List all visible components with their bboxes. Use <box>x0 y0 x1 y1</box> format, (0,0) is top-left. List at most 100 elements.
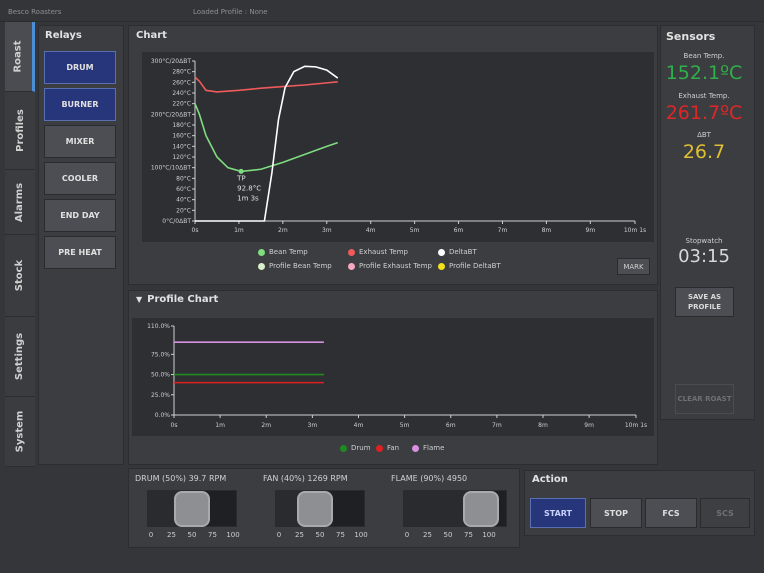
flame-slider-title: FLAME (90%) 4950 <box>391 474 468 483</box>
legend-fan: Fan <box>376 444 399 452</box>
legend-flame: Flame <box>412 444 444 452</box>
profile-x-tick-label: 2m <box>261 422 271 429</box>
x-tick-label: 2m <box>278 227 288 234</box>
y-tick-label: 0°C/0ΔBT <box>162 218 191 225</box>
stopwatch-label: Stopwatch <box>685 237 723 245</box>
title-bar: Besco Roasters Loaded Profile : None <box>0 0 764 22</box>
app-name: Besco Roasters <box>8 8 62 16</box>
slider-scale-label: 75 <box>208 531 217 539</box>
profile-x-tick-label: 5m <box>400 422 410 429</box>
flame-slider-thumb[interactable] <box>463 491 500 527</box>
x-tick-label: 7m <box>498 227 508 234</box>
loaded-profile-status: Loaded Profile : None <box>193 8 268 16</box>
slider-scale-label: 100 <box>482 531 496 539</box>
burner-relay-button[interactable]: BURNER <box>44 88 116 121</box>
y-tick-label: 140°C <box>172 143 191 150</box>
x-tick-label: 8m <box>542 227 552 234</box>
profile-chart-background <box>132 318 654 436</box>
flame-slider[interactable] <box>403 490 507 527</box>
delta-bt-label: ΔBT <box>697 131 711 139</box>
bean-temp-label: Bean Temp. <box>683 52 725 60</box>
tab-profiles[interactable]: Profiles <box>5 92 35 170</box>
slider-scale-label: 100 <box>354 531 368 539</box>
profile-chart: 110.0% 75.0% 50.0% 25.0% 0.0%0s 1m 2m 3m 4m 5m 6m 7… <box>132 318 654 436</box>
slider-scale-label: 100 <box>226 531 240 539</box>
cooler-relay-button[interactable]: COOLER <box>44 162 116 195</box>
y-tick-label: 200°C/20ΔBT <box>151 111 192 118</box>
tp-annotation-line: 92.8°C <box>237 184 261 192</box>
x-tick-label: 0s <box>192 227 199 234</box>
drum-slider[interactable] <box>147 490 237 527</box>
legend-swatch <box>340 444 347 452</box>
y-tick-label: 240°C <box>172 90 191 97</box>
mark-button[interactable]: MARK <box>617 258 650 275</box>
fan-slider[interactable] <box>275 490 365 527</box>
roast-chart: 300°C/20ΔBT 280°C 260°C 240°C 220°C 200°C/20Δ… <box>142 52 654 242</box>
x-tick-label: 6m <box>454 227 464 234</box>
x-tick-label: 10m 1s <box>624 227 646 234</box>
fan-slider-thumb[interactable] <box>296 491 333 527</box>
mixer-relay-button[interactable]: MIXER <box>44 125 116 158</box>
profile-x-tick-label: 3m <box>308 422 318 429</box>
x-tick-label: 3m <box>322 227 332 234</box>
profile-x-tick-label: 7m <box>492 422 502 429</box>
y-tick-label: 40°C <box>176 197 191 204</box>
tab-alarms[interactable]: Alarms <box>5 170 35 235</box>
end-day-relay-button[interactable]: END DAY <box>44 199 116 232</box>
tp-annotation-line: 1m 3s <box>237 194 259 202</box>
profile-y-tick-label: 25.0% <box>151 392 170 399</box>
legend-deltabt: DeltaBT <box>438 248 477 256</box>
profile-y-tick-label: 50.0% <box>151 372 170 379</box>
tab-stock[interactable]: Stock <box>5 235 35 317</box>
legend-bean-temp: Bean Temp <box>258 248 308 256</box>
y-tick-label: 220°C <box>172 101 191 108</box>
legend-swatch <box>258 248 265 256</box>
y-tick-label: 280°C <box>172 69 191 76</box>
tp-marker <box>238 168 244 174</box>
slider-scale-label: 0 <box>276 531 282 539</box>
bean-temp-value: 152.1ºC <box>665 62 743 84</box>
x-tick-label: 5m <box>410 227 420 234</box>
legend-swatch <box>412 444 419 452</box>
pre-heat-relay-button[interactable]: PRE HEAT <box>44 236 116 269</box>
clear-roast-button[interactable]: CLEAR ROAST <box>675 384 734 414</box>
series-line-exhaust-temp <box>194 76 338 93</box>
legend-swatch <box>348 248 355 256</box>
legend-swatch <box>348 262 355 270</box>
stop-button[interactable]: STOP <box>590 498 642 528</box>
profile-x-tick-label: 9m <box>584 422 594 429</box>
profile-chart-header[interactable]: ▼ Profile Chart <box>136 294 219 305</box>
slider-scale-label: 75 <box>464 531 473 539</box>
tab-system[interactable]: System <box>5 397 35 467</box>
profile-y-tick-label: 0.0% <box>155 412 171 419</box>
y-tick-label: 80°C <box>176 175 191 182</box>
legend-profile-bean-temp: Profile Bean Temp <box>258 262 332 270</box>
drum-slider-thumb[interactable] <box>174 491 210 527</box>
fcs-button[interactable]: FCS <box>645 498 697 528</box>
start-button[interactable]: START <box>530 498 586 528</box>
x-tick-label: 4m <box>366 227 376 234</box>
tab-roast[interactable]: Roast <box>5 22 35 92</box>
slider-scale-label: 25 <box>423 531 432 539</box>
delta-bt-value: 26.7 <box>682 141 726 163</box>
scs-button[interactable]: SCS <box>700 498 750 528</box>
y-tick-label: 300°C/20ΔBT <box>151 58 192 65</box>
slider-scale-label: 25 <box>295 531 304 539</box>
exhaust-temp-value: 261.7ºC <box>665 102 743 124</box>
y-tick-label: 60°C <box>176 186 191 193</box>
sensors-panel <box>660 25 755 420</box>
x-tick-label: 9m <box>586 227 596 234</box>
legend-swatch <box>376 444 383 452</box>
save-as-profile-button[interactable]: SAVE AS PROFILE <box>675 287 734 317</box>
y-tick-label: 20°C <box>176 207 191 214</box>
relays-title: Relays <box>45 30 82 41</box>
profile-x-tick-label: 10m 1s <box>625 422 647 429</box>
y-tick-label: 100°C/10ΔBT <box>151 165 192 172</box>
legend-exhaust-temp: Exhaust Temp <box>348 248 408 256</box>
tab-settings[interactable]: Settings <box>5 317 35 397</box>
chart-background <box>142 52 654 242</box>
y-tick-label: 120°C <box>172 154 191 161</box>
drum-slider-title: DRUM (50%) 39.7 RPM <box>135 474 227 483</box>
drum-relay-button[interactable]: DRUM <box>44 51 116 84</box>
profile-x-tick-label: 8m <box>538 422 548 429</box>
